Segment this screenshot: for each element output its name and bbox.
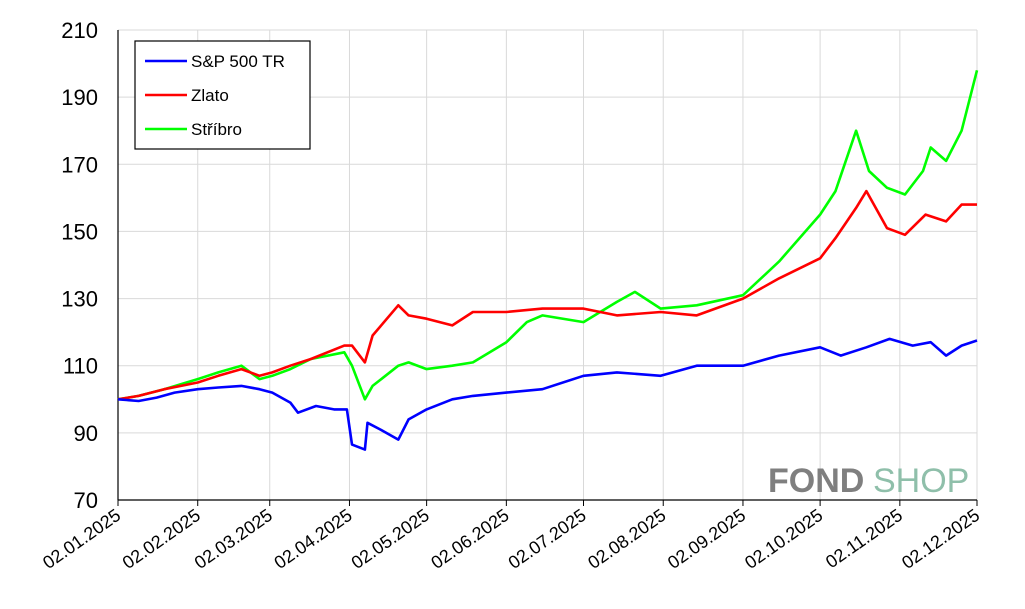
y-tick-label: 150 [61, 219, 98, 244]
y-tick-label: 190 [61, 85, 98, 110]
legend-label: Zlato [191, 86, 229, 105]
watermark-logo: FOND SHOP [768, 462, 969, 500]
legend: S&P 500 TR Zlato Stříbro [134, 40, 311, 150]
x-tick-label: 02.08.2025 [584, 505, 669, 573]
x-tick-label: 02.09.2025 [664, 505, 749, 573]
series-line-1 [117, 189, 977, 401]
x-tick-label: 02.07.2025 [505, 505, 590, 573]
series-lines [117, 69, 979, 451]
watermark-fond: FOND [768, 462, 864, 500]
series-line-2 [117, 69, 979, 401]
watermark-shop: SHOP [873, 462, 969, 500]
y-tick-label: 70 [74, 488, 98, 513]
y-tick-label: 210 [61, 18, 98, 43]
y-tick-label: 170 [61, 152, 98, 177]
series-line-0 [117, 337, 978, 451]
x-tick-label: 02.04.2025 [270, 505, 355, 573]
x-tick-label: 02.10.2025 [741, 505, 826, 573]
x-axis-tick-labels: 02.01.202502.02.202502.03.202502.04.2025… [39, 505, 983, 573]
legend-label: S&P 500 TR [191, 52, 285, 71]
x-tick-label: 02.06.2025 [427, 505, 512, 573]
x-tick-label: 02.11.2025 [822, 505, 906, 572]
x-tick-label: 02.02.2025 [119, 505, 204, 573]
y-tick-label: 90 [74, 421, 98, 446]
y-axis: 70 90 110 130 150 170 190 210 [61, 18, 98, 513]
x-tick-label: 02.03.2025 [191, 505, 276, 573]
y-tick-label: 130 [61, 287, 98, 312]
x-tick-label: 02.05.2025 [348, 505, 433, 573]
y-tick-label: 110 [63, 354, 98, 379]
x-tick-label: 02.12.2025 [898, 505, 983, 573]
legend-label: Stříbro [191, 120, 242, 139]
x-axis [117, 30, 978, 506]
x-tick-label: 02.01.2025 [39, 505, 124, 573]
